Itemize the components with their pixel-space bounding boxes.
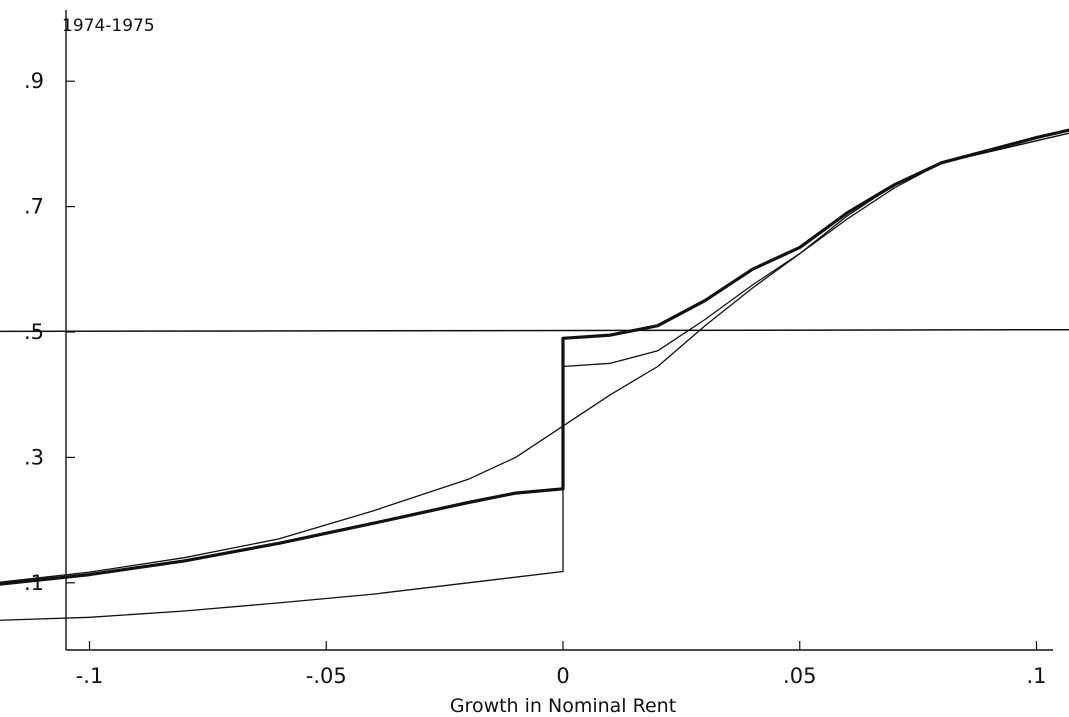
series-line-thick — [0, 128, 1069, 586]
x-tick-label: .05 — [783, 664, 816, 688]
series-line-thin — [0, 132, 1069, 621]
x-axis-title: Growth in Nominal Rent — [450, 695, 676, 717]
reference-line — [0, 328, 1069, 333]
series-line-thin — [0, 132, 1069, 583]
chart-title: 1974-1975 — [62, 16, 155, 36]
x-tick-label: -.1 — [76, 664, 104, 688]
x-tick-label: .1 — [1026, 664, 1046, 688]
y-tick-label: .9 — [24, 69, 44, 93]
x-tick-label: -.05 — [306, 664, 347, 688]
x-tick-label: 0 — [556, 664, 569, 688]
y-tick-label: .3 — [24, 445, 44, 469]
y-tick-label: .1 — [24, 571, 44, 595]
y-tick-label: .7 — [24, 195, 44, 219]
plot-area: .1.3.5.7.9-.2-.1-.050.05.1.2 — [0, 10, 1069, 688]
